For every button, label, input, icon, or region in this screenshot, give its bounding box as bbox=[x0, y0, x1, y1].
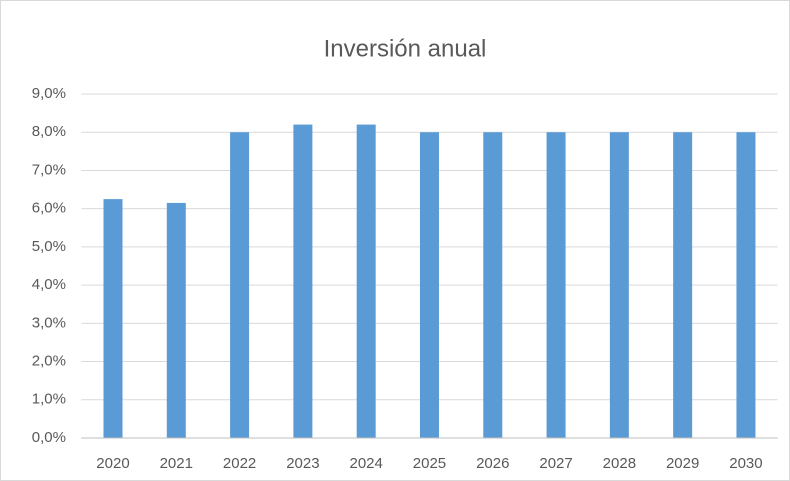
x-tick-label: 2022 bbox=[223, 455, 256, 472]
y-tick-label: 6,0% bbox=[32, 200, 66, 217]
x-tick-label: 2026 bbox=[476, 455, 509, 472]
chart-title: Inversión anual bbox=[324, 35, 487, 62]
bar bbox=[736, 132, 756, 438]
x-tick-label: 2023 bbox=[286, 455, 319, 472]
bar bbox=[166, 202, 186, 438]
x-tick-label: 2029 bbox=[666, 455, 699, 472]
bar bbox=[230, 132, 250, 438]
x-tick-label: 2027 bbox=[539, 455, 572, 472]
bar bbox=[356, 124, 376, 439]
bar bbox=[673, 132, 693, 438]
x-tick-label: 2024 bbox=[349, 455, 382, 472]
y-tick-label: 1,0% bbox=[32, 391, 66, 408]
y-tick-label: 5,0% bbox=[32, 238, 66, 255]
bar bbox=[546, 132, 566, 438]
bar bbox=[419, 132, 439, 438]
x-tick-label: 2021 bbox=[160, 455, 193, 472]
x-tick-label: 2020 bbox=[96, 455, 129, 472]
bar bbox=[609, 132, 629, 438]
y-tick-label: 4,0% bbox=[32, 276, 66, 293]
y-tick-label: 0,0% bbox=[32, 429, 66, 446]
x-tick-label: 2025 bbox=[413, 455, 446, 472]
y-tick-label: 9,0% bbox=[32, 85, 66, 102]
y-tick-label: 8,0% bbox=[32, 123, 66, 140]
y-tick-label: 2,0% bbox=[32, 353, 66, 370]
bar bbox=[103, 199, 123, 438]
x-tick-label: 2030 bbox=[729, 455, 762, 472]
y-tick-label: 3,0% bbox=[32, 314, 66, 331]
bar bbox=[293, 124, 313, 439]
x-tick-label: 2028 bbox=[603, 455, 636, 472]
bar bbox=[483, 132, 503, 438]
y-tick-label: 7,0% bbox=[32, 161, 66, 178]
